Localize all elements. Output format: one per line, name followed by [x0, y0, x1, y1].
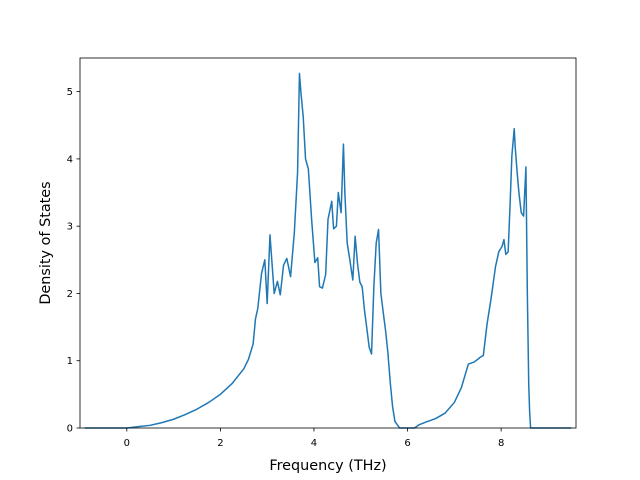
- x-tick-label: 2: [217, 438, 223, 449]
- x-tick-label: 4: [311, 438, 317, 449]
- series-line-0: [84, 72, 572, 429]
- x-tick-label: 8: [498, 438, 504, 449]
- y-tick-label: 2: [67, 289, 73, 300]
- x-tick-label: 0: [124, 438, 130, 449]
- x-tick-label: 6: [404, 438, 410, 449]
- y-axis-label: Density of States: [38, 181, 54, 304]
- x-axis: 0 2 4 6 8: [124, 428, 504, 449]
- y-axis: 0 1 2 3 4 5: [67, 87, 80, 435]
- x-axis-label: Frequency (THz): [269, 458, 386, 474]
- y-tick-label: 4: [67, 154, 73, 165]
- y-tick-label: 5: [67, 87, 73, 98]
- y-tick-label: 1: [67, 356, 73, 367]
- plot-frame: [79, 57, 577, 429]
- series-layer: [84, 72, 572, 429]
- y-tick-label: 3: [67, 222, 73, 233]
- y-tick-label: 0: [67, 424, 73, 435]
